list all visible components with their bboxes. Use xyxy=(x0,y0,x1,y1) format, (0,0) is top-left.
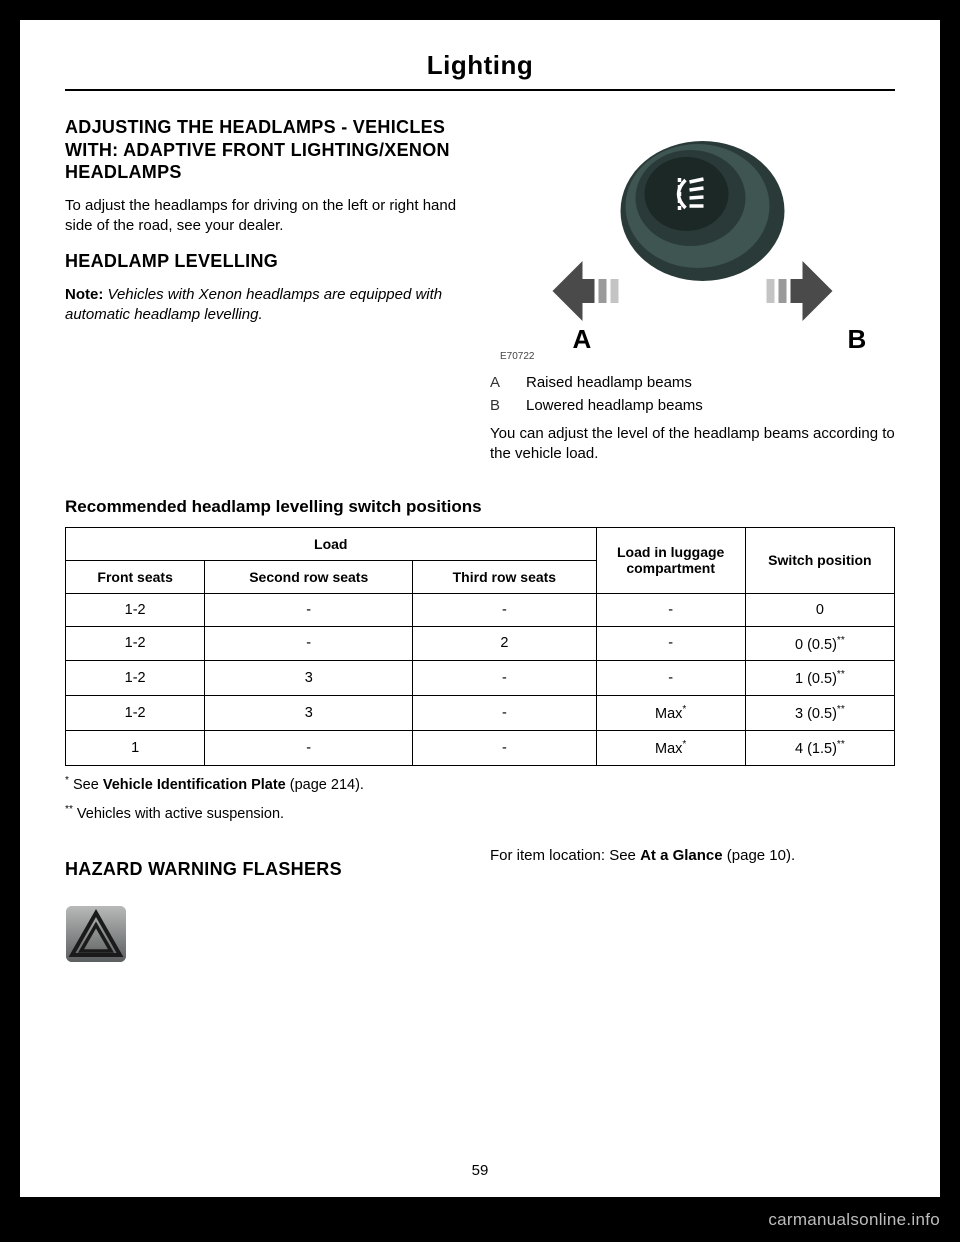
legend-key-b: B xyxy=(490,397,508,414)
th-front: Front seats xyxy=(66,560,205,593)
item-location: For item location: See At a Glance (page… xyxy=(490,846,895,866)
top-columns: ADJUSTING THE HEADLAMPS - VEHICLES WITH:… xyxy=(65,116,895,479)
levelling-table: Load Load in luggage compartment Switch … xyxy=(65,527,895,766)
legend-text-b: Lowered headlamp beams xyxy=(526,397,703,414)
table-row: 1-2---0 xyxy=(66,593,895,626)
footnote-1: * See Vehicle Identification Plate (page… xyxy=(65,774,895,795)
th-load: Load xyxy=(66,527,597,560)
table-row: 1-23-Max*3 (0.5)** xyxy=(66,696,895,731)
page: Lighting ADJUSTING THE HEADLAMPS - VEHIC… xyxy=(20,20,940,1197)
heading-hazard: HAZARD WARNING FLASHERS xyxy=(65,858,470,881)
page-number: 59 xyxy=(20,1162,940,1179)
paragraph-adjusting: To adjust the headlamps for driving on t… xyxy=(65,196,470,237)
knob-illustration: A B xyxy=(490,116,895,366)
footer-bar: carmanualsonline.info xyxy=(0,1197,960,1242)
legend-row-b: B Lowered headlamp beams xyxy=(490,397,895,414)
legend-row-a: A Raised headlamp beams xyxy=(490,374,895,391)
table-heading: Recommended headlamp levelling switch po… xyxy=(65,497,895,517)
th-third: Third row seats xyxy=(413,560,596,593)
heading-levelling: HEADLAMP LEVELLING xyxy=(65,250,470,273)
fig-label-a: A xyxy=(573,324,592,354)
footer-right: carmanualsonline.info xyxy=(768,1210,940,1230)
headlamp-figure: A B E70722 xyxy=(490,116,895,366)
hazard-icon xyxy=(65,905,127,963)
page-title: Lighting xyxy=(65,50,895,91)
fig-label-b: B xyxy=(848,324,867,354)
legend-key-a: A xyxy=(490,374,508,391)
note-label: Note: xyxy=(65,286,103,303)
left-column: ADJUSTING THE HEADLAMPS - VEHICLES WITH:… xyxy=(65,116,470,479)
right-column: A B E70722 A Raised headlamp beams B Low… xyxy=(490,116,895,479)
heading-adjusting: ADJUSTING THE HEADLAMPS - VEHICLES WITH:… xyxy=(65,116,470,184)
hazard-column: HAZARD WARNING FLASHERS xyxy=(65,846,470,968)
note-paragraph: Note: Vehicles with Xenon headlamps are … xyxy=(65,285,470,326)
th-luggage: Load in luggage compartment xyxy=(596,527,745,593)
table-row: 1-2-2-0 (0.5)** xyxy=(66,626,895,661)
location-column: For item location: See At a Glance (page… xyxy=(490,846,895,968)
paragraph-beam-adjust: You can adjust the level of the headlamp… xyxy=(490,424,895,465)
table-row: 1-23--1 (0.5)** xyxy=(66,661,895,696)
table-row: 1--Max*4 (1.5)** xyxy=(66,730,895,765)
legend-text-a: Raised headlamp beams xyxy=(526,374,692,391)
bottom-columns: HAZARD WARNING FLASHERS For item locatio… xyxy=(65,846,895,968)
th-switch: Switch position xyxy=(745,527,894,593)
footnote-2: ** Vehicles with active suspension. xyxy=(65,803,895,824)
th-second: Second row seats xyxy=(205,560,413,593)
figure-id: E70722 xyxy=(500,351,534,362)
note-text: Vehicles with Xenon headlamps are equipp… xyxy=(65,286,442,323)
